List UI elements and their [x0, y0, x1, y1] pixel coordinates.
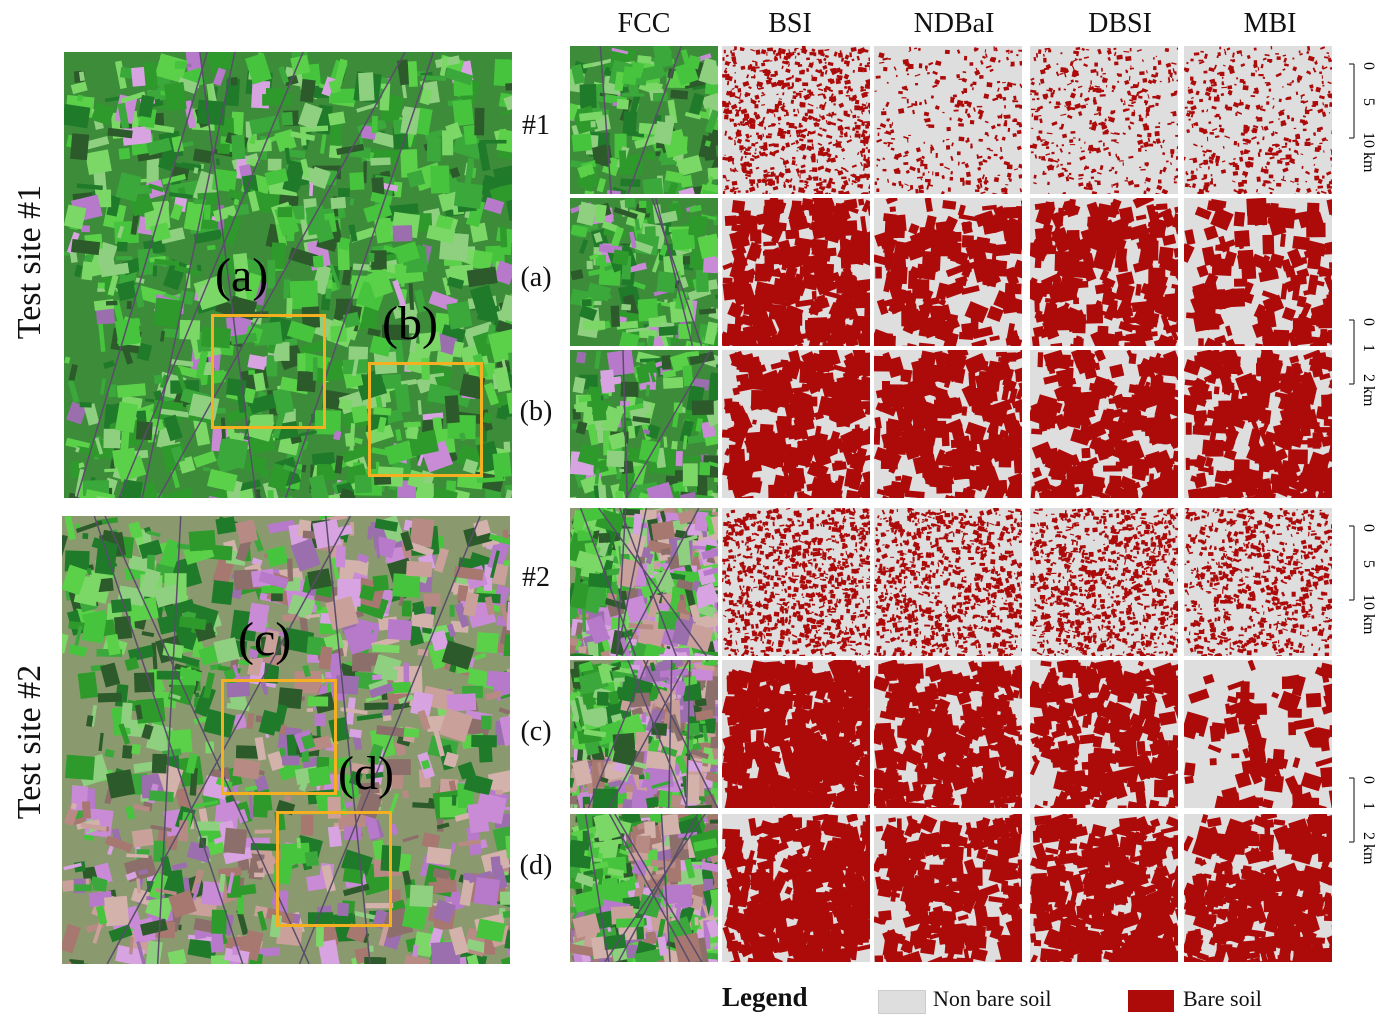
tile-site2-overview-dbsi — [1030, 508, 1178, 656]
tile-site2-d-fcc — [570, 814, 718, 962]
tile-site1-a-mbi — [1184, 198, 1332, 346]
scale-tick: 0 — [1360, 524, 1377, 532]
tile-site1-overview-bsi — [722, 46, 870, 194]
roi-box-d — [276, 811, 392, 927]
scale-tick: 2 km — [1360, 832, 1377, 865]
roi-box-a — [211, 314, 326, 429]
roi-box-b — [368, 362, 483, 477]
scale-tick: 10 km — [1360, 132, 1377, 173]
legend-title: Legend — [722, 982, 808, 1012]
scale-tick: 10 km — [1360, 594, 1377, 635]
scale-tick: 1 — [1360, 802, 1377, 810]
tile-site1-b-bsi — [722, 350, 870, 498]
row-label-b: (b) — [519, 396, 553, 427]
row-label-c: (c) — [520, 716, 552, 747]
column-header-ndbai: NDBaI — [913, 8, 995, 39]
tile-site2-overview-mbi — [1184, 508, 1332, 656]
legend-swatch-bare-soil — [1128, 990, 1174, 1012]
tile-site2-c-bsi — [722, 660, 870, 808]
scale-tick: 0 — [1360, 318, 1377, 326]
scale-bar-site1: 0 5 10 km — [1340, 56, 1400, 176]
roi-label-b: (b) — [382, 297, 438, 350]
scale-bar-a-b: 0 1 2 km — [1340, 312, 1400, 432]
column-header-bsi: BSI — [768, 8, 812, 39]
tile-site1-a-fcc — [570, 198, 718, 346]
column-header-fcc: FCC — [617, 8, 671, 39]
tile-site1-a-bsi — [722, 198, 870, 346]
tile-site1-overview-dbsi — [1030, 46, 1178, 194]
tile-site1-b-dbsi — [1030, 350, 1178, 498]
column-header-mbi: MBI — [1243, 8, 1297, 39]
scale-tick: 0 — [1360, 776, 1377, 784]
scale-bar-c-d: 0 1 2 km — [1340, 770, 1400, 890]
tile-site1-b-ndbai — [874, 350, 1022, 498]
tile-site1-overview-ndbai — [874, 46, 1022, 194]
site1-overview-image — [64, 52, 512, 498]
site-label-2: Test site #2 — [11, 664, 48, 820]
tile-site1-overview-fcc — [570, 46, 718, 194]
scale-tick: 5 — [1360, 560, 1377, 568]
site-label-1: Test site #1 — [11, 184, 48, 340]
row-label-site2: #2 — [522, 562, 550, 593]
scale-tick: 0 — [1360, 62, 1377, 70]
tile-site2-d-ndbai — [874, 814, 1022, 962]
roi-box-c — [221, 679, 337, 795]
scale-tick: 5 — [1360, 98, 1377, 106]
scale-tick: 1 — [1360, 344, 1377, 352]
site2-overview-image — [62, 516, 510, 964]
tile-site1-overview-mbi — [1184, 46, 1332, 194]
tile-site2-overview-fcc — [570, 508, 718, 656]
tile-site2-overview-bsi — [722, 508, 870, 656]
tile-site2-d-mbi — [1184, 814, 1332, 962]
legend-swatch-non-bare-soil — [878, 990, 926, 1014]
row-label-a: (a) — [520, 262, 552, 293]
tile-site2-d-dbsi — [1030, 814, 1178, 962]
tile-site2-d-bsi — [722, 814, 870, 962]
tile-site2-c-fcc — [570, 660, 718, 808]
roi-label-d: (d) — [338, 747, 394, 800]
roi-label-a: (a) — [215, 249, 269, 302]
tile-site2-c-mbi — [1184, 660, 1332, 808]
tile-site1-b-mbi — [1184, 350, 1332, 498]
tile-site1-b-fcc — [570, 350, 718, 498]
scale-tick: 2 km — [1360, 374, 1377, 407]
row-label-d: (d) — [519, 850, 553, 881]
tile-site2-c-dbsi — [1030, 660, 1178, 808]
legend-label-bare-soil: Bare soil — [1183, 986, 1262, 1011]
roi-label-c: (c) — [238, 613, 292, 666]
tile-site2-overview-ndbai — [874, 508, 1022, 656]
scale-bar-site2: 0 5 10 km — [1340, 518, 1400, 638]
tile-site1-a-ndbai — [874, 198, 1022, 346]
tile-site2-c-ndbai — [874, 660, 1022, 808]
column-header-dbsi: DBSI — [1088, 8, 1152, 39]
row-label-site1: #1 — [522, 110, 550, 141]
tile-site1-a-dbsi — [1030, 198, 1178, 346]
legend-label-non-bare-soil: Non bare soil — [933, 986, 1052, 1011]
